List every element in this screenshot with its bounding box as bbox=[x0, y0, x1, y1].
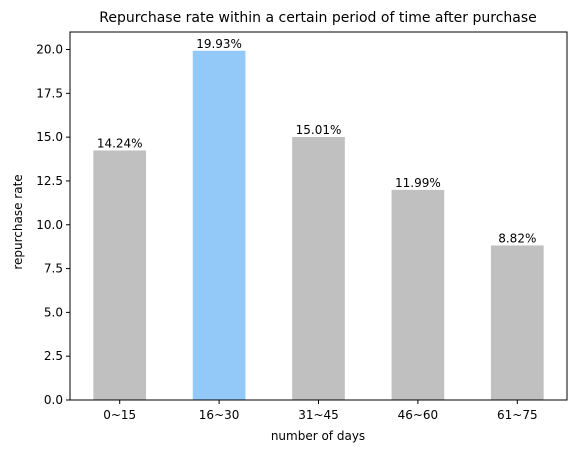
bar-data-label: 19.93% bbox=[196, 37, 242, 51]
y-axis-ticks: 0.0 2.5 5.0 7.5 10.0 12.5 15.0 17.5 20.0 bbox=[36, 43, 70, 407]
y-tick-label: 20.0 bbox=[36, 43, 63, 57]
bar-3 bbox=[391, 189, 445, 400]
bar-data-label: 14.24% bbox=[97, 136, 143, 150]
bar-0 bbox=[93, 150, 147, 400]
x-tick-label: 31~45 bbox=[298, 408, 339, 422]
bar-data-label: 15.01% bbox=[296, 123, 342, 137]
x-axis-ticks: 0~15 16~30 31~45 46~60 61~75 bbox=[103, 400, 538, 422]
x-tick-label: 61~75 bbox=[497, 408, 538, 422]
y-tick-label: 5.0 bbox=[44, 305, 63, 319]
bar-4 bbox=[490, 245, 544, 400]
bar-2 bbox=[292, 136, 345, 400]
bar-data-label: 11.99% bbox=[395, 176, 441, 190]
x-tick-label: 0~15 bbox=[103, 408, 136, 422]
chart-title: Repurchase rate within a certain period … bbox=[99, 10, 537, 26]
x-axis-label: number of days bbox=[271, 429, 365, 443]
y-axis-label: repurchase rate bbox=[11, 174, 25, 269]
x-tick-label: 16~30 bbox=[199, 408, 240, 422]
bar-1 bbox=[192, 50, 246, 400]
bar-data-label: 8.82% bbox=[498, 231, 536, 245]
plot-frame bbox=[69, 31, 568, 401]
y-tick-label: 15.0 bbox=[36, 130, 63, 144]
x-tick-label: 46~60 bbox=[398, 408, 439, 422]
bars-group bbox=[93, 50, 544, 400]
y-tick-label: 2.5 bbox=[44, 349, 63, 363]
y-tick-label: 0.0 bbox=[44, 393, 63, 407]
y-tick-label: 10.0 bbox=[36, 218, 63, 232]
y-tick-label: 17.5 bbox=[36, 86, 63, 100]
bar-data-labels: 14.24% 19.93% 15.01% 11.99% 8.82% bbox=[97, 37, 537, 246]
y-tick-label: 7.5 bbox=[44, 262, 63, 276]
y-tick-label: 12.5 bbox=[36, 174, 63, 188]
